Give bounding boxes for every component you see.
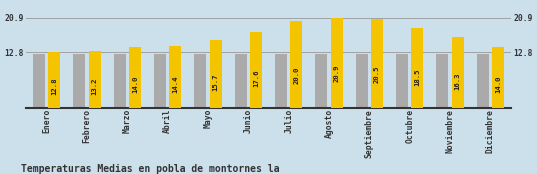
Bar: [396, 54, 408, 108]
Bar: [89, 51, 100, 108]
Bar: [169, 46, 182, 108]
Bar: [331, 18, 343, 108]
Bar: [194, 54, 206, 108]
Text: 13.2: 13.2: [92, 77, 98, 95]
Bar: [371, 19, 383, 108]
Bar: [411, 28, 423, 108]
Bar: [235, 54, 246, 108]
Bar: [33, 54, 45, 108]
Bar: [114, 54, 126, 108]
Bar: [492, 47, 504, 108]
Bar: [315, 54, 328, 108]
Bar: [452, 37, 464, 108]
Text: 17.6: 17.6: [253, 70, 259, 88]
Bar: [129, 47, 141, 108]
Text: Temperaturas Medias en pobla de montornes la: Temperaturas Medias en pobla de montorne…: [21, 164, 280, 174]
Text: 15.7: 15.7: [213, 73, 219, 91]
Bar: [275, 54, 287, 108]
Text: 14.4: 14.4: [172, 75, 178, 93]
Bar: [477, 54, 489, 108]
Bar: [437, 54, 448, 108]
Bar: [209, 40, 222, 108]
Text: 16.3: 16.3: [455, 72, 461, 90]
Bar: [355, 54, 368, 108]
Bar: [291, 21, 302, 108]
Text: 18.5: 18.5: [415, 69, 420, 86]
Bar: [48, 52, 60, 108]
Text: 12.8: 12.8: [51, 78, 57, 95]
Text: 20.9: 20.9: [333, 65, 340, 82]
Bar: [250, 32, 262, 108]
Text: 20.5: 20.5: [374, 65, 380, 83]
Bar: [73, 54, 85, 108]
Text: 14.0: 14.0: [132, 76, 138, 93]
Bar: [154, 54, 166, 108]
Text: 14.0: 14.0: [495, 76, 501, 93]
Text: 20.0: 20.0: [293, 66, 299, 84]
